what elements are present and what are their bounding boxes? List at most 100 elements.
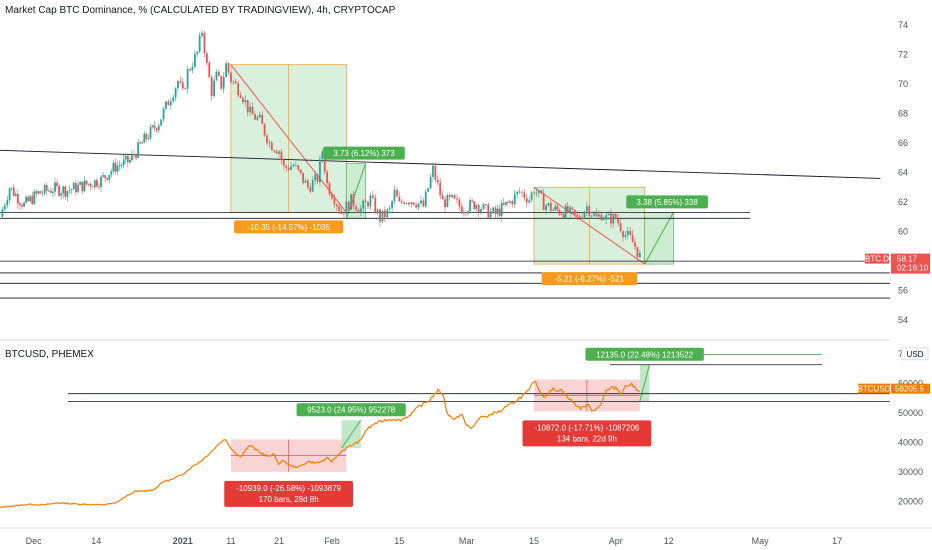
btcusd-price-axis[interactable]: 600005000040000300002000070USDBTCUSD5820…: [858, 347, 930, 507]
candle-body: [304, 180, 307, 183]
candle-228: [521, 190, 523, 198]
candle-216: [494, 205, 497, 218]
bottom-annotation-layer: [230, 364, 650, 472]
rally-label-1: 9523.0 (24.95%) 952278: [296, 403, 406, 417]
measure-label-text-1: 3.73 (6.12%) 373: [333, 149, 395, 158]
candle-153: [345, 198, 348, 215]
candle-277: [636, 246, 639, 261]
price-range-label-text-2: -5.21 (-8.27%) -521: [555, 275, 625, 284]
candle-body: [179, 81, 182, 83]
price-range-label-text-1: -10.35 (-14.57%) -1035: [247, 223, 330, 232]
candle-24: [52, 187, 54, 198]
candle-217: [496, 204, 499, 218]
candle-body: [222, 77, 225, 89]
candle-body: [213, 80, 215, 97]
rally-label-bg-2: [585, 347, 704, 361]
candle-133: [297, 164, 300, 172]
candle-body: [395, 189, 398, 197]
candle-223: [509, 199, 511, 204]
rally-label-2: 12135.0 (22.48%) 1213522: [585, 347, 704, 361]
candle-254: [581, 212, 584, 219]
candle-139: [311, 176, 314, 192]
candle-body: [484, 204, 487, 205]
candle-body: [400, 201, 403, 203]
candle-100: [217, 69, 220, 78]
candle-body: [285, 165, 288, 168]
trend-line[interactable]: [0, 149, 881, 179]
candle-213: [487, 202, 490, 218]
candle-49: [104, 174, 107, 183]
candle-242: [554, 203, 557, 211]
candle-172: [391, 199, 393, 213]
candle-136: [304, 178, 307, 183]
candle-body: [469, 200, 471, 212]
candle-body: [66, 191, 69, 197]
candle-147: [331, 191, 333, 200]
candle-158: [357, 207, 360, 213]
candle-6: [14, 191, 17, 197]
candle-250: [571, 206, 574, 214]
drawdown-label-line1-1: -10939.0 (-26.58%) -1093879: [236, 484, 342, 493]
candle-226: [516, 191, 519, 199]
dominance-y-tick-10: 54: [898, 315, 908, 325]
candle-body: [552, 209, 555, 211]
candle-body: [364, 200, 367, 203]
candle-body: [558, 209, 561, 215]
candle-body: [60, 193, 63, 196]
candle-182: [415, 201, 418, 210]
x-tick-11: May: [752, 536, 770, 546]
candle-body: [427, 188, 430, 192]
candle-body: [417, 203, 420, 208]
candle-body: [535, 192, 538, 194]
candle-260: [595, 208, 598, 217]
candle-101: [220, 75, 223, 91]
candle-body: [27, 196, 30, 201]
candle-body: [581, 217, 584, 219]
candle-207: [473, 200, 476, 211]
candle-body: [328, 183, 331, 195]
time-axis[interactable]: Dec 14 2021 11 21 Feb 15 Mar 15 Apr 12 May 17: [0, 527, 932, 546]
candle-237: [542, 189, 545, 211]
candle-181: [412, 201, 415, 206]
candle-body: [294, 165, 297, 166]
dominance-countdown: 02:16:10: [897, 264, 929, 273]
candle-body: [420, 200, 422, 204]
candle-body: [256, 117, 259, 120]
candle-body: [68, 190, 71, 192]
candle-199: [456, 194, 458, 204]
candle-148: [333, 193, 336, 208]
candle-240: [549, 199, 552, 214]
candle-201: [460, 202, 463, 215]
candle-body: [480, 209, 482, 212]
dominance-pane[interactable]: -10.35 (-14.57%) -1035 -5.21 (-8.27%) -52…: [0, 5, 890, 299]
candle-body: [108, 174, 111, 180]
candle-body: [631, 234, 634, 243]
candle-body: [467, 211, 469, 214]
candle-body: [530, 192, 533, 201]
candle-body: [578, 215, 581, 218]
currency-badge[interactable]: USD: [901, 347, 929, 361]
candle-241: [552, 208, 555, 211]
candle-body: [25, 196, 28, 203]
candle-2: [6, 195, 9, 209]
candle-51: [108, 174, 111, 183]
candle-body: [160, 119, 163, 126]
candle-body: [106, 177, 109, 180]
candle-body: [614, 213, 617, 219]
candle-body: [215, 71, 218, 81]
candle-body: [562, 214, 565, 218]
candle-body: [415, 204, 418, 208]
btcusd-pane[interactable]: -10939.0 (-26.58%) -1093879 170 bars, 28d…: [0, 347, 890, 508]
candle-221: [504, 201, 507, 207]
candle-256: [586, 201, 588, 217]
candle-20: [43, 183, 46, 196]
measure-label-2: 3.38 (5.85%) 338: [626, 195, 708, 209]
candle-body: [593, 213, 596, 216]
candle-body: [403, 202, 406, 204]
candle-body: [91, 186, 94, 188]
candle-body: [509, 201, 511, 203]
candle-body: [393, 189, 396, 202]
candle-body: [533, 192, 535, 194]
